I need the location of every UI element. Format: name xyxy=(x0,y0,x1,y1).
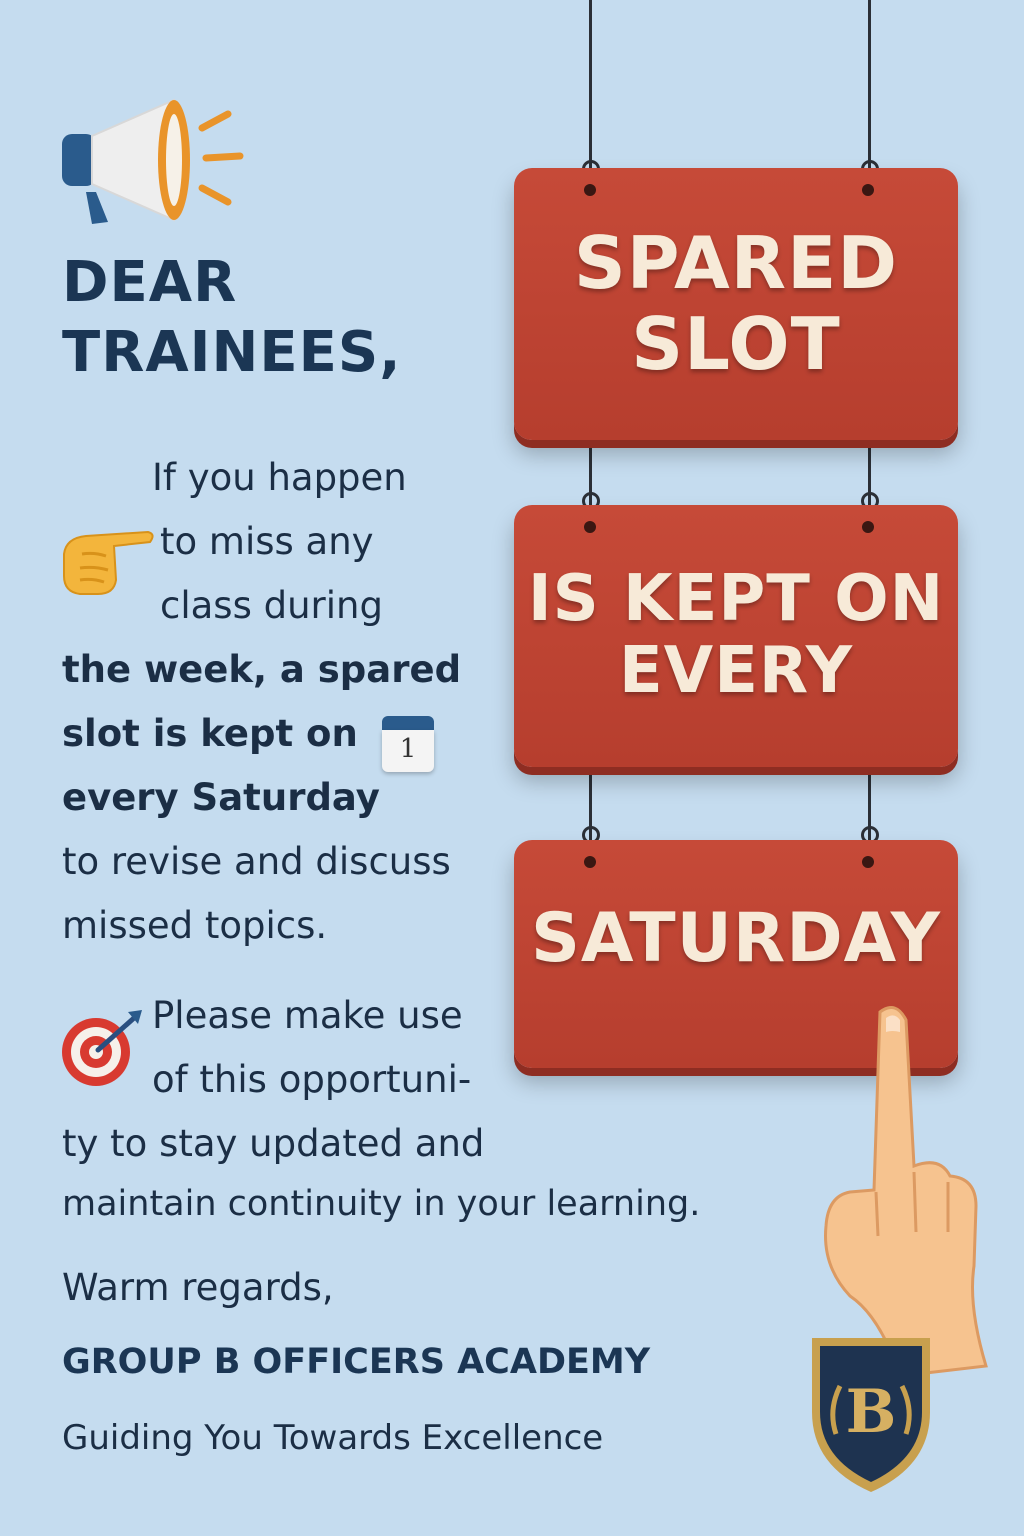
sign-wire-left-low xyxy=(589,772,592,840)
sign-wire-right-mid xyxy=(868,445,871,505)
body-line: the week, a spared xyxy=(62,648,462,691)
body-line: to miss any xyxy=(160,520,374,563)
sign-text-line: SPARED xyxy=(573,221,899,306)
sign-text-line: SLOT xyxy=(631,302,841,386)
body-line: missed topics. xyxy=(62,904,328,947)
pointing-hand-icon xyxy=(63,530,154,595)
body-line: If you happen xyxy=(152,456,407,499)
calendar-icon: 1 xyxy=(382,716,434,772)
sign-wire-left-top xyxy=(589,0,592,168)
pointing-up-hand-icon xyxy=(824,1006,988,1376)
academy-name: GROUP B OFFICERS ACADEMY xyxy=(62,1342,651,1382)
opportunity-line: Please make use xyxy=(152,994,463,1037)
closing-text: Warm regards, xyxy=(62,1266,334,1309)
opportunity-line: ty to stay updated and xyxy=(62,1122,485,1165)
greeting-line: DEAR xyxy=(62,250,238,315)
calendar-day: 1 xyxy=(399,734,417,764)
target-icon xyxy=(62,1010,142,1086)
sign-is-kept-on-every: IS KEPT ON EVERY xyxy=(514,505,958,767)
sign-text-line: EVERY xyxy=(618,634,854,708)
body-line: to revise and discuss xyxy=(62,840,451,883)
body-line: class during xyxy=(160,584,383,627)
sign-hole xyxy=(862,521,874,533)
greeting-heading: DEAR TRAINEES, xyxy=(62,248,401,388)
sign-saturday-text: SATURDAY xyxy=(530,898,942,978)
body-line: slot is kept on xyxy=(62,712,358,755)
sign-hole xyxy=(584,856,596,868)
sign-spared-slot: SPARED SLOT xyxy=(514,168,958,440)
sign-hole xyxy=(862,184,874,196)
megaphone-icon xyxy=(62,98,244,224)
sign-wire-right-top xyxy=(868,0,871,168)
greeting-line: TRAINEES, xyxy=(62,320,402,385)
sign-wire-right-low xyxy=(868,772,871,840)
sign-spared-slot-text: SPARED SLOT xyxy=(574,223,898,384)
crest-icon: B xyxy=(812,1338,930,1492)
sign-is-kept-on-every-text: IS KEPT ON EVERY xyxy=(528,564,944,707)
sign-hole xyxy=(584,521,596,533)
calendar-page xyxy=(382,730,434,772)
sign-hole xyxy=(862,856,874,868)
body-line: every Saturday xyxy=(62,776,380,819)
sign-text-line: IS KEPT ON xyxy=(527,562,945,637)
opportunity-line: maintain continuity in your learning. xyxy=(62,1184,701,1224)
sign-hole xyxy=(584,184,596,196)
calendar-header xyxy=(382,716,434,732)
opportunity-line: of this opportuni- xyxy=(152,1058,472,1101)
academy-tagline: Guiding You Towards Excellence xyxy=(62,1418,604,1458)
crest-letter: B xyxy=(846,1377,897,1447)
sign-wire-left-mid xyxy=(589,445,592,505)
